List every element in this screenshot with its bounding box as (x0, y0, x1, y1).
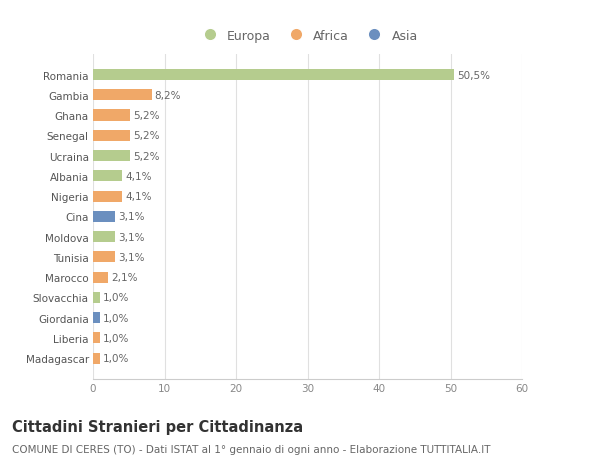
Bar (93, 151, 130, 162)
Text: 1,0%: 1,0% (103, 353, 130, 364)
Legend: Europa, Africa, Asia: Europa, Africa, Asia (193, 26, 422, 46)
Bar (93, 292, 100, 303)
Text: 1,0%: 1,0% (103, 313, 130, 323)
Text: 2,1%: 2,1% (111, 273, 137, 283)
Text: COMUNE DI CERES (TO) - Dati ISTAT al 1° gennaio di ogni anno - Elaborazione TUTT: COMUNE DI CERES (TO) - Dati ISTAT al 1° … (12, 444, 491, 454)
Text: 5,2%: 5,2% (133, 131, 160, 141)
Bar (93, 110, 130, 121)
Text: 3,1%: 3,1% (118, 212, 145, 222)
Bar (93, 191, 122, 202)
Bar (93, 211, 115, 223)
Bar (93, 171, 122, 182)
Bar (93, 231, 115, 243)
Text: 1,0%: 1,0% (103, 333, 130, 343)
Bar (93, 313, 100, 324)
Text: 3,1%: 3,1% (118, 232, 145, 242)
Text: 4,1%: 4,1% (125, 192, 152, 202)
Text: 5,2%: 5,2% (133, 111, 160, 121)
Bar (93, 90, 152, 101)
Text: 3,1%: 3,1% (118, 252, 145, 262)
Bar (93, 333, 100, 344)
Bar (93, 252, 115, 263)
Text: 8,2%: 8,2% (154, 90, 181, 101)
Text: 1,0%: 1,0% (103, 293, 130, 303)
Text: Cittadini Stranieri per Cittadinanza: Cittadini Stranieri per Cittadinanza (12, 419, 303, 434)
Bar (93, 70, 454, 81)
Text: 5,2%: 5,2% (133, 151, 160, 161)
Text: 50,5%: 50,5% (457, 70, 490, 80)
Bar (93, 130, 130, 141)
Bar (93, 272, 108, 283)
Text: 4,1%: 4,1% (125, 172, 152, 181)
Bar (93, 353, 100, 364)
